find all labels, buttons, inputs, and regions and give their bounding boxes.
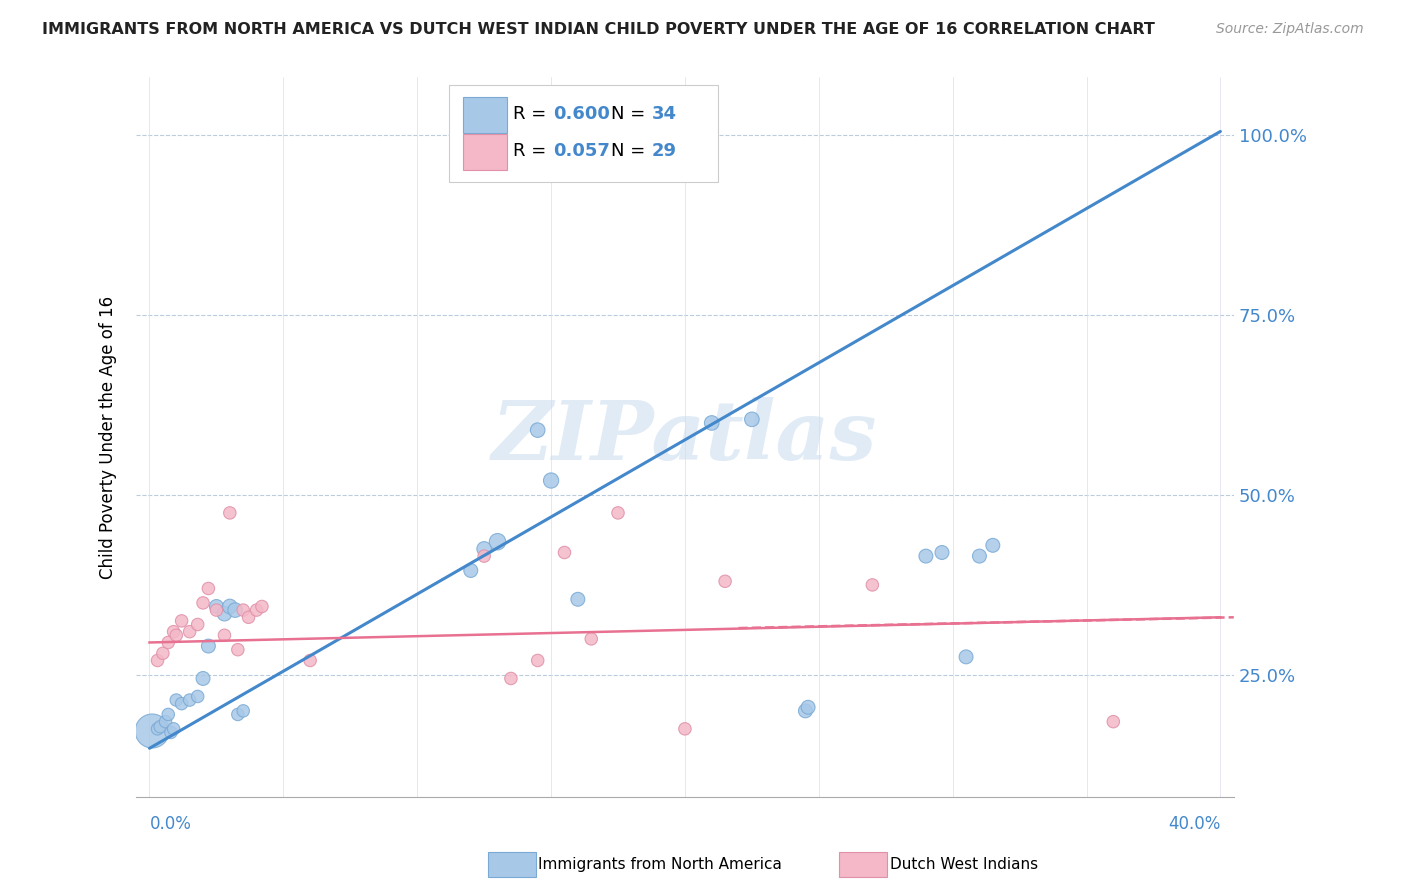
Point bbox=[149, 720, 172, 734]
Point bbox=[238, 610, 260, 624]
Point bbox=[218, 506, 240, 520]
Point bbox=[499, 672, 522, 686]
Point bbox=[218, 599, 240, 614]
Text: Dutch West Indians: Dutch West Indians bbox=[890, 857, 1038, 871]
Point bbox=[226, 642, 249, 657]
Text: 29: 29 bbox=[652, 143, 678, 161]
Point bbox=[179, 624, 201, 639]
Point bbox=[157, 707, 180, 722]
Point bbox=[299, 653, 322, 667]
Point bbox=[526, 423, 548, 437]
Point bbox=[165, 693, 187, 707]
Point bbox=[540, 474, 562, 488]
Point bbox=[472, 541, 495, 556]
Point bbox=[607, 506, 630, 520]
Point bbox=[981, 538, 1004, 552]
Point bbox=[472, 549, 495, 563]
Text: 0.057: 0.057 bbox=[553, 143, 610, 161]
Point bbox=[187, 690, 209, 704]
Point bbox=[224, 603, 246, 617]
Point bbox=[226, 707, 249, 722]
Point bbox=[191, 672, 214, 686]
Point bbox=[741, 412, 763, 426]
Point bbox=[931, 545, 953, 559]
Point bbox=[187, 617, 209, 632]
Text: 40.0%: 40.0% bbox=[1168, 815, 1220, 833]
Point bbox=[152, 646, 174, 660]
Point bbox=[197, 582, 219, 596]
Point bbox=[205, 599, 228, 614]
Text: N =: N = bbox=[612, 143, 651, 161]
Point bbox=[214, 628, 236, 642]
Point bbox=[214, 607, 236, 621]
Point bbox=[673, 722, 696, 736]
Point bbox=[162, 722, 184, 736]
Point bbox=[170, 697, 193, 711]
Point bbox=[486, 534, 509, 549]
Point bbox=[146, 722, 169, 736]
Text: N =: N = bbox=[612, 105, 651, 123]
Point bbox=[155, 714, 177, 729]
Text: Source: ZipAtlas.com: Source: ZipAtlas.com bbox=[1216, 22, 1364, 37]
Text: Immigrants from North America: Immigrants from North America bbox=[538, 857, 782, 871]
Point bbox=[141, 724, 163, 739]
Point bbox=[700, 416, 723, 430]
Point bbox=[797, 700, 820, 714]
FancyBboxPatch shape bbox=[463, 96, 508, 133]
Point bbox=[160, 725, 183, 739]
Point bbox=[969, 549, 991, 563]
Point bbox=[191, 596, 214, 610]
Point bbox=[460, 564, 482, 578]
Point bbox=[955, 649, 977, 664]
Point bbox=[1102, 714, 1125, 729]
Point bbox=[165, 628, 187, 642]
Point bbox=[567, 592, 589, 607]
Point bbox=[553, 545, 575, 559]
Point bbox=[170, 614, 193, 628]
Point bbox=[581, 632, 603, 646]
Text: ZIPatlas: ZIPatlas bbox=[492, 397, 877, 477]
Point bbox=[245, 603, 267, 617]
Point bbox=[232, 603, 254, 617]
Text: 34: 34 bbox=[652, 105, 678, 123]
FancyBboxPatch shape bbox=[449, 85, 718, 182]
Point bbox=[860, 578, 883, 592]
Point bbox=[179, 693, 201, 707]
Text: 0.0%: 0.0% bbox=[149, 815, 191, 833]
Point bbox=[157, 635, 180, 649]
Y-axis label: Child Poverty Under the Age of 16: Child Poverty Under the Age of 16 bbox=[100, 296, 117, 579]
Point bbox=[146, 653, 169, 667]
Text: IMMIGRANTS FROM NORTH AMERICA VS DUTCH WEST INDIAN CHILD POVERTY UNDER THE AGE O: IMMIGRANTS FROM NORTH AMERICA VS DUTCH W… bbox=[42, 22, 1156, 37]
Point bbox=[794, 704, 817, 718]
Text: R =: R = bbox=[513, 105, 551, 123]
Point bbox=[250, 599, 273, 614]
Text: 0.600: 0.600 bbox=[553, 105, 610, 123]
Point bbox=[714, 574, 737, 589]
Point bbox=[526, 653, 548, 667]
Point bbox=[205, 603, 228, 617]
Point bbox=[915, 549, 938, 563]
FancyBboxPatch shape bbox=[463, 134, 508, 170]
Point bbox=[162, 624, 184, 639]
Text: R =: R = bbox=[513, 143, 551, 161]
Point bbox=[232, 704, 254, 718]
Point bbox=[197, 639, 219, 653]
